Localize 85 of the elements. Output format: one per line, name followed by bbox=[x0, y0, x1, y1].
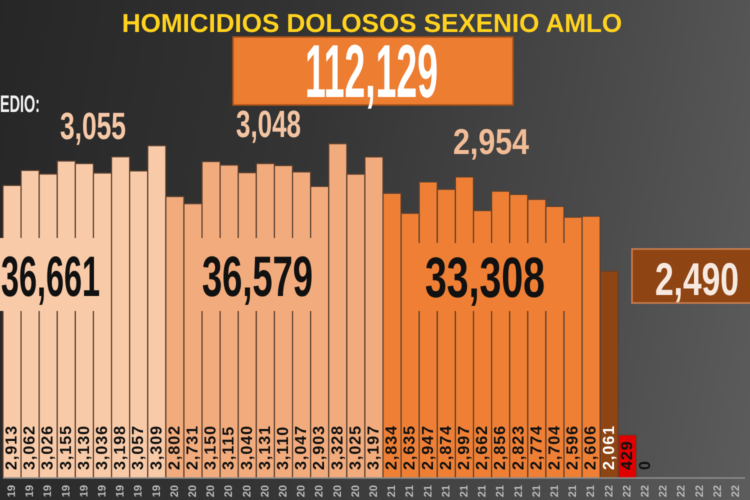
data-label: 2,903 bbox=[311, 424, 328, 470]
x-tick-label: 20 bbox=[350, 485, 362, 498]
x-tick-label: 21 bbox=[440, 485, 452, 498]
data-label: 2,596 bbox=[564, 424, 582, 470]
data-label: 2,802 bbox=[166, 424, 184, 470]
annotation: 33,308 bbox=[425, 246, 545, 310]
data-label: 2,061 bbox=[600, 424, 618, 470]
annotation: 3,048 bbox=[236, 103, 301, 146]
annotation: 2,954 bbox=[453, 122, 530, 163]
data-label: 3,026 bbox=[40, 424, 57, 470]
text: EDIO: bbox=[0, 91, 40, 118]
data-label: 3,309 bbox=[148, 424, 166, 470]
data-label: 0 bbox=[636, 460, 654, 470]
x-tick-label: 20 bbox=[332, 485, 344, 498]
data-label: 3,155 bbox=[58, 424, 75, 470]
annotation: 36,661 bbox=[1, 244, 100, 308]
data-label: 2,856 bbox=[492, 424, 510, 470]
x-tick-label: 21 bbox=[585, 485, 598, 498]
data-label: 3,197 bbox=[366, 424, 382, 470]
data-label: 3,057 bbox=[130, 424, 148, 470]
x-tick-label: 20 bbox=[296, 485, 308, 498]
x-tick-label: 20 bbox=[314, 485, 326, 498]
x-tick-label: 19 bbox=[150, 485, 163, 498]
x-tick-label: 19 bbox=[78, 485, 90, 498]
data-label: 2,606 bbox=[582, 424, 600, 470]
data-label: 2,874 bbox=[438, 424, 455, 470]
data-label: 2,774 bbox=[528, 424, 546, 470]
x-tick-label: 22 bbox=[639, 485, 652, 498]
data-label: 3,047 bbox=[293, 424, 310, 470]
annotation: 2,490 bbox=[655, 254, 739, 306]
x-tick-label: 19 bbox=[6, 485, 18, 498]
x-tick-label: 21 bbox=[512, 485, 525, 498]
data-label: 3,025 bbox=[347, 424, 364, 470]
data-label: 2,947 bbox=[420, 424, 437, 470]
data-label: 3,150 bbox=[202, 424, 220, 470]
x-tick-label: 19 bbox=[114, 485, 127, 498]
data-label: 2,834 bbox=[384, 424, 401, 470]
x-tick-label: 20 bbox=[168, 485, 181, 498]
data-label: 2,731 bbox=[184, 424, 202, 470]
x-tick-label: 21 bbox=[422, 485, 434, 498]
x-tick-label: 19 bbox=[24, 485, 36, 498]
annotation: 3,055 bbox=[60, 104, 126, 148]
data-label: 3,040 bbox=[238, 424, 256, 470]
x-tick-label: 21 bbox=[494, 485, 507, 498]
data-label: 2,823 bbox=[510, 424, 528, 470]
x-tick-label: 21 bbox=[548, 485, 561, 498]
data-label: 3,115 bbox=[220, 426, 238, 470]
x-tick-label: 19 bbox=[132, 485, 145, 498]
annotation: 36,579 bbox=[202, 246, 313, 310]
x-tick-label: 20 bbox=[259, 485, 272, 498]
x-tick-label: 20 bbox=[368, 485, 380, 498]
data-label: 3,198 bbox=[112, 424, 130, 470]
data-label: 2,662 bbox=[474, 424, 492, 470]
x-tick-label: 20 bbox=[278, 485, 290, 498]
x-tick-label: 20 bbox=[205, 485, 218, 498]
x-tick-label: 20 bbox=[241, 485, 254, 498]
x-tick-label: 21 bbox=[404, 485, 416, 498]
x-tick-label: 22 bbox=[730, 485, 742, 498]
x-tick-label: 20 bbox=[187, 485, 200, 498]
data-label: 3,131 bbox=[256, 424, 274, 470]
x-tick-label: 22 bbox=[712, 485, 724, 498]
x-tick-label: 21 bbox=[530, 485, 543, 498]
x-tick-label: 21 bbox=[476, 485, 489, 498]
x-tick-label: 19 bbox=[42, 485, 54, 498]
data-label: 3,110 bbox=[275, 426, 292, 470]
data-label: 2,704 bbox=[546, 424, 564, 470]
data-label: 2,913 bbox=[4, 424, 21, 470]
x-tick-label: 22 bbox=[658, 485, 670, 498]
x-tick-label: 20 bbox=[223, 485, 236, 498]
data-label: 429 bbox=[618, 440, 636, 470]
x-tick-label: 22 bbox=[603, 485, 616, 498]
x-tick-label: 19 bbox=[60, 485, 72, 498]
x-tick-label: 22 bbox=[676, 485, 688, 498]
x-tick-label: 21 bbox=[458, 485, 470, 498]
x-tick-label: 22 bbox=[621, 485, 634, 498]
x-tick-label: 21 bbox=[386, 485, 398, 498]
data-label: 2,997 bbox=[456, 424, 473, 470]
data-label: 3,328 bbox=[329, 424, 346, 470]
data-label: 2,635 bbox=[402, 424, 419, 470]
x-tick-label: 22 bbox=[694, 485, 706, 498]
x-tick-label: 19 bbox=[96, 485, 109, 498]
x-tick-label: 21 bbox=[567, 485, 580, 498]
data-label: 3,036 bbox=[94, 424, 112, 470]
data-label: 3,062 bbox=[22, 424, 39, 470]
data-label: 3,130 bbox=[76, 424, 93, 470]
